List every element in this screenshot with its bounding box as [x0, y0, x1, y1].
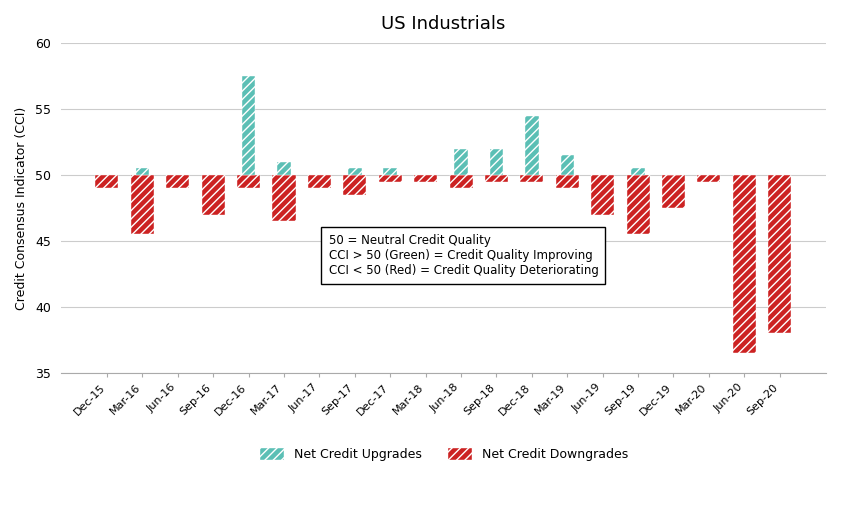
Bar — [167, 175, 189, 188]
Bar — [308, 175, 331, 188]
Bar — [591, 175, 614, 215]
Y-axis label: Credit Consensus Indicator (CCI): Credit Consensus Indicator (CCI) — [15, 106, 28, 310]
Bar — [237, 175, 260, 188]
Bar — [348, 168, 362, 175]
Bar — [627, 175, 649, 234]
Bar — [556, 175, 579, 188]
Bar — [632, 168, 645, 175]
Bar — [662, 175, 685, 208]
Text: 50 = Neutral Credit Quality
CCI > 50 (Green) = Credit Quality Improving
CCI < 50: 50 = Neutral Credit Quality CCI > 50 (Gr… — [329, 234, 599, 277]
Bar — [96, 175, 119, 188]
Bar — [202, 175, 225, 215]
Bar — [272, 175, 295, 221]
Bar — [450, 175, 473, 188]
Bar — [733, 175, 756, 353]
Bar — [135, 168, 149, 175]
Bar — [521, 175, 543, 182]
Bar — [485, 175, 508, 182]
Bar — [278, 162, 291, 175]
Bar — [131, 175, 154, 234]
Bar — [343, 175, 367, 195]
Bar — [454, 149, 468, 175]
Bar — [525, 116, 538, 175]
Bar — [489, 149, 503, 175]
Bar — [561, 155, 574, 175]
Bar — [242, 76, 256, 175]
Bar — [383, 168, 397, 175]
Title: US Industrials: US Industrials — [381, 15, 505, 33]
Legend: Net Credit Upgrades, Net Credit Downgrades: Net Credit Upgrades, Net Credit Downgrad… — [254, 442, 633, 466]
Bar — [697, 175, 721, 182]
Bar — [378, 175, 402, 182]
Bar — [768, 175, 791, 333]
Bar — [414, 175, 437, 182]
